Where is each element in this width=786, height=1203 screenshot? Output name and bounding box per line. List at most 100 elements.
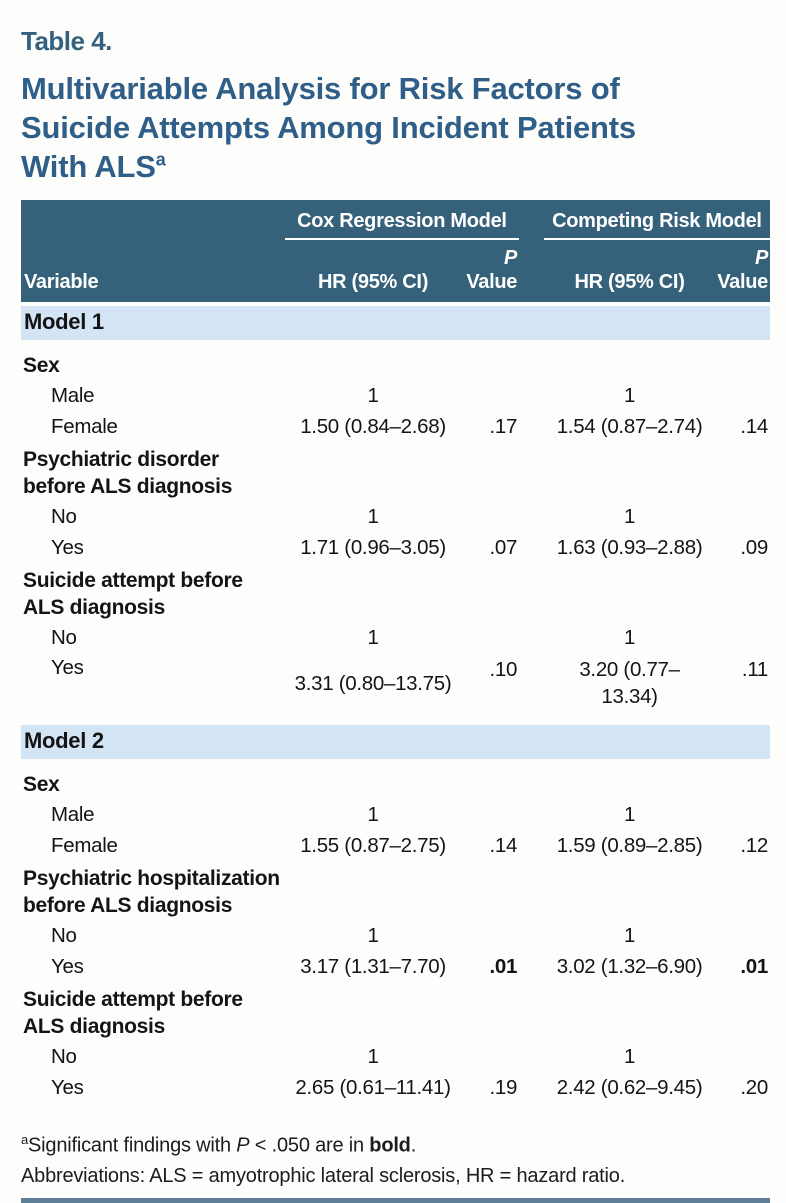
- cell-p-competing-significant: .01: [740, 954, 768, 978]
- model-1-band: Model 1: [21, 306, 770, 340]
- gap-cell: [519, 1041, 544, 1072]
- row-male-m2: Male 1 1: [21, 799, 770, 830]
- col-header-variable: Variable: [21, 239, 285, 302]
- footnote-text: < .050 are in: [249, 1134, 370, 1157]
- table-header: Cox Regression Model Competing Risk Mode…: [21, 200, 770, 302]
- category-line-2: before ALS diagnosis: [23, 475, 233, 498]
- cell-hr-cox: 1.50 (0.84–2.68): [300, 415, 446, 438]
- category-row-sex-m2: Sex: [23, 773, 60, 796]
- cell-hr-cox: 1.55 (0.87–2.75): [300, 834, 446, 857]
- bottom-rule-divider: [21, 1197, 770, 1203]
- row-hosp-no-m2: No 1 1: [21, 920, 770, 951]
- footnote-marker: a: [21, 1132, 29, 1147]
- spacer-row: [21, 340, 770, 348]
- page-title: Multivariable Analysis for Risk Factors …: [21, 69, 770, 186]
- cell-p-competing: [715, 799, 770, 830]
- cell-hr-competing: 1.54 (0.87–2.74): [556, 415, 703, 438]
- cell-p-cox: [461, 799, 519, 830]
- row-male-m1: Male 1 1: [21, 380, 770, 411]
- cell-p-cox: .10: [489, 658, 518, 681]
- cell-p-competing: [715, 501, 770, 532]
- cell-hr-cox: 1: [367, 384, 379, 407]
- col-header-hr-competing: HR (95% CI): [543, 239, 716, 302]
- footnote-text: .: [410, 1134, 417, 1157]
- category-row-suicide-attempt-m1: Suicide attempt before ALS diagnosis: [21, 563, 770, 622]
- category-line-2: ALS diagnosis: [23, 596, 165, 619]
- category-row-sex-m1: Sex: [23, 354, 60, 377]
- cell-hr-competing: 1: [623, 803, 636, 826]
- value-label: Value: [466, 271, 518, 293]
- cell-p-competing: .20: [740, 1075, 768, 1099]
- cell-p-cox-significant: .01: [489, 954, 518, 978]
- spacer-row: [21, 713, 770, 725]
- cell-p-cox: .19: [489, 1075, 518, 1099]
- model-1-label: Model 1: [21, 306, 770, 340]
- row-hosp-yes-m2: Yes 3.17 (1.31–7.70) .01 3.02 (1.32–6.90…: [21, 951, 770, 982]
- cell-p-competing: [715, 1041, 770, 1072]
- category-line-1: Psychiatric hospitalization: [23, 867, 280, 890]
- cell-p-competing: [715, 622, 770, 653]
- row-label: Female: [51, 414, 118, 438]
- col-group-competing-risk: Competing Risk Model: [543, 200, 770, 240]
- category-row-psych-disorder-m1: Psychiatric disorder before ALS diagnosis: [21, 442, 770, 501]
- cell-hr-cox: 1: [367, 505, 379, 528]
- p-symbol: P: [504, 247, 518, 269]
- cell-hr-competing: 1: [623, 924, 636, 947]
- cell-hr-cox: 1.71 (0.96–3.05): [300, 536, 446, 559]
- category-line-2: ALS diagnosis: [23, 1015, 165, 1038]
- col-header-hr-cox: HR (95% CI): [284, 239, 462, 302]
- row-female-m2: Female 1.55 (0.87–2.75) .14 1.59 (0.89–2…: [21, 830, 770, 861]
- hr-wrap-line-1: 3.20 (0.77–: [579, 658, 680, 681]
- header-gap-cell: [519, 200, 544, 239]
- model-2-band: Model 2: [21, 725, 770, 759]
- row-label: Yes: [51, 954, 84, 978]
- column-header-row: Variable HR (95% CI) P Value HR (95% CI) …: [21, 239, 770, 302]
- gap-cell: [519, 830, 544, 861]
- row-suicide-yes-m2: Yes 2.65 (0.61–11.41) .19 2.42 (0.62–9.4…: [21, 1072, 770, 1103]
- cell-p-cox: .17: [489, 414, 518, 438]
- gap-cell: [519, 653, 544, 713]
- cell-p-competing: .09: [740, 535, 768, 559]
- cell-hr-competing: 2.42 (0.62–9.45): [556, 1076, 703, 1099]
- col-group-cox-regression: Cox Regression Model: [284, 200, 520, 240]
- gap-cell: [519, 920, 544, 951]
- cell-p-cox: .07: [489, 535, 518, 559]
- title-line-3-text: With ALS: [21, 149, 156, 184]
- cell-hr-cox: 1: [367, 803, 379, 826]
- p-symbol: P: [236, 1134, 250, 1157]
- row-label: Yes: [51, 1075, 84, 1099]
- gap-cell: [519, 951, 544, 982]
- category-line-1: Suicide attempt before: [23, 988, 243, 1011]
- cell-hr-competing: 1: [623, 1045, 636, 1068]
- title-line-2: Suicide Attempts Among Incident Patients: [21, 110, 636, 145]
- col-header-pvalue-competing: P Value: [715, 239, 770, 302]
- cell-p-competing: [715, 380, 770, 411]
- title-line-1: Multivariable Analysis for Risk Factors …: [21, 71, 620, 106]
- table-number-label: Table 4.: [21, 26, 112, 56]
- category-line-1: Suicide attempt before: [23, 569, 243, 592]
- row-suicide-no-m2: No 1 1: [21, 1041, 770, 1072]
- footnotes: aSignificant findings with P < .050 are …: [21, 1125, 770, 1191]
- footnote-abbreviations: Abbreviations: ALS = amyotrophic lateral…: [21, 1164, 626, 1187]
- gap-cell: [519, 380, 544, 411]
- footnote-text: Significant findings with: [28, 1134, 237, 1157]
- cell-hr-competing: 1.59 (0.89–2.85): [556, 834, 703, 857]
- cell-p-competing: .14: [740, 414, 768, 438]
- row-label: No: [51, 625, 77, 649]
- row-label: Male: [51, 802, 95, 826]
- p-symbol: P: [754, 247, 768, 269]
- category-line-2: before ALS diagnosis: [23, 894, 233, 917]
- cell-p-cox: [461, 380, 519, 411]
- cell-p-cox: .14: [489, 833, 518, 857]
- cell-p-competing: .11: [741, 658, 768, 681]
- cell-hr-cox: 1: [367, 924, 379, 947]
- cell-p-competing: .12: [740, 833, 768, 857]
- category-row-psych-hospitalization-m2: Psychiatric hospitalization before ALS di…: [21, 861, 770, 920]
- cell-hr-competing: 1: [623, 626, 636, 649]
- gap-cell: [519, 501, 544, 532]
- row-suicide-no-m1: No 1 1: [21, 622, 770, 653]
- gap-cell: [519, 799, 544, 830]
- row-label: Male: [51, 383, 95, 407]
- title-footnote-marker: a: [155, 149, 166, 170]
